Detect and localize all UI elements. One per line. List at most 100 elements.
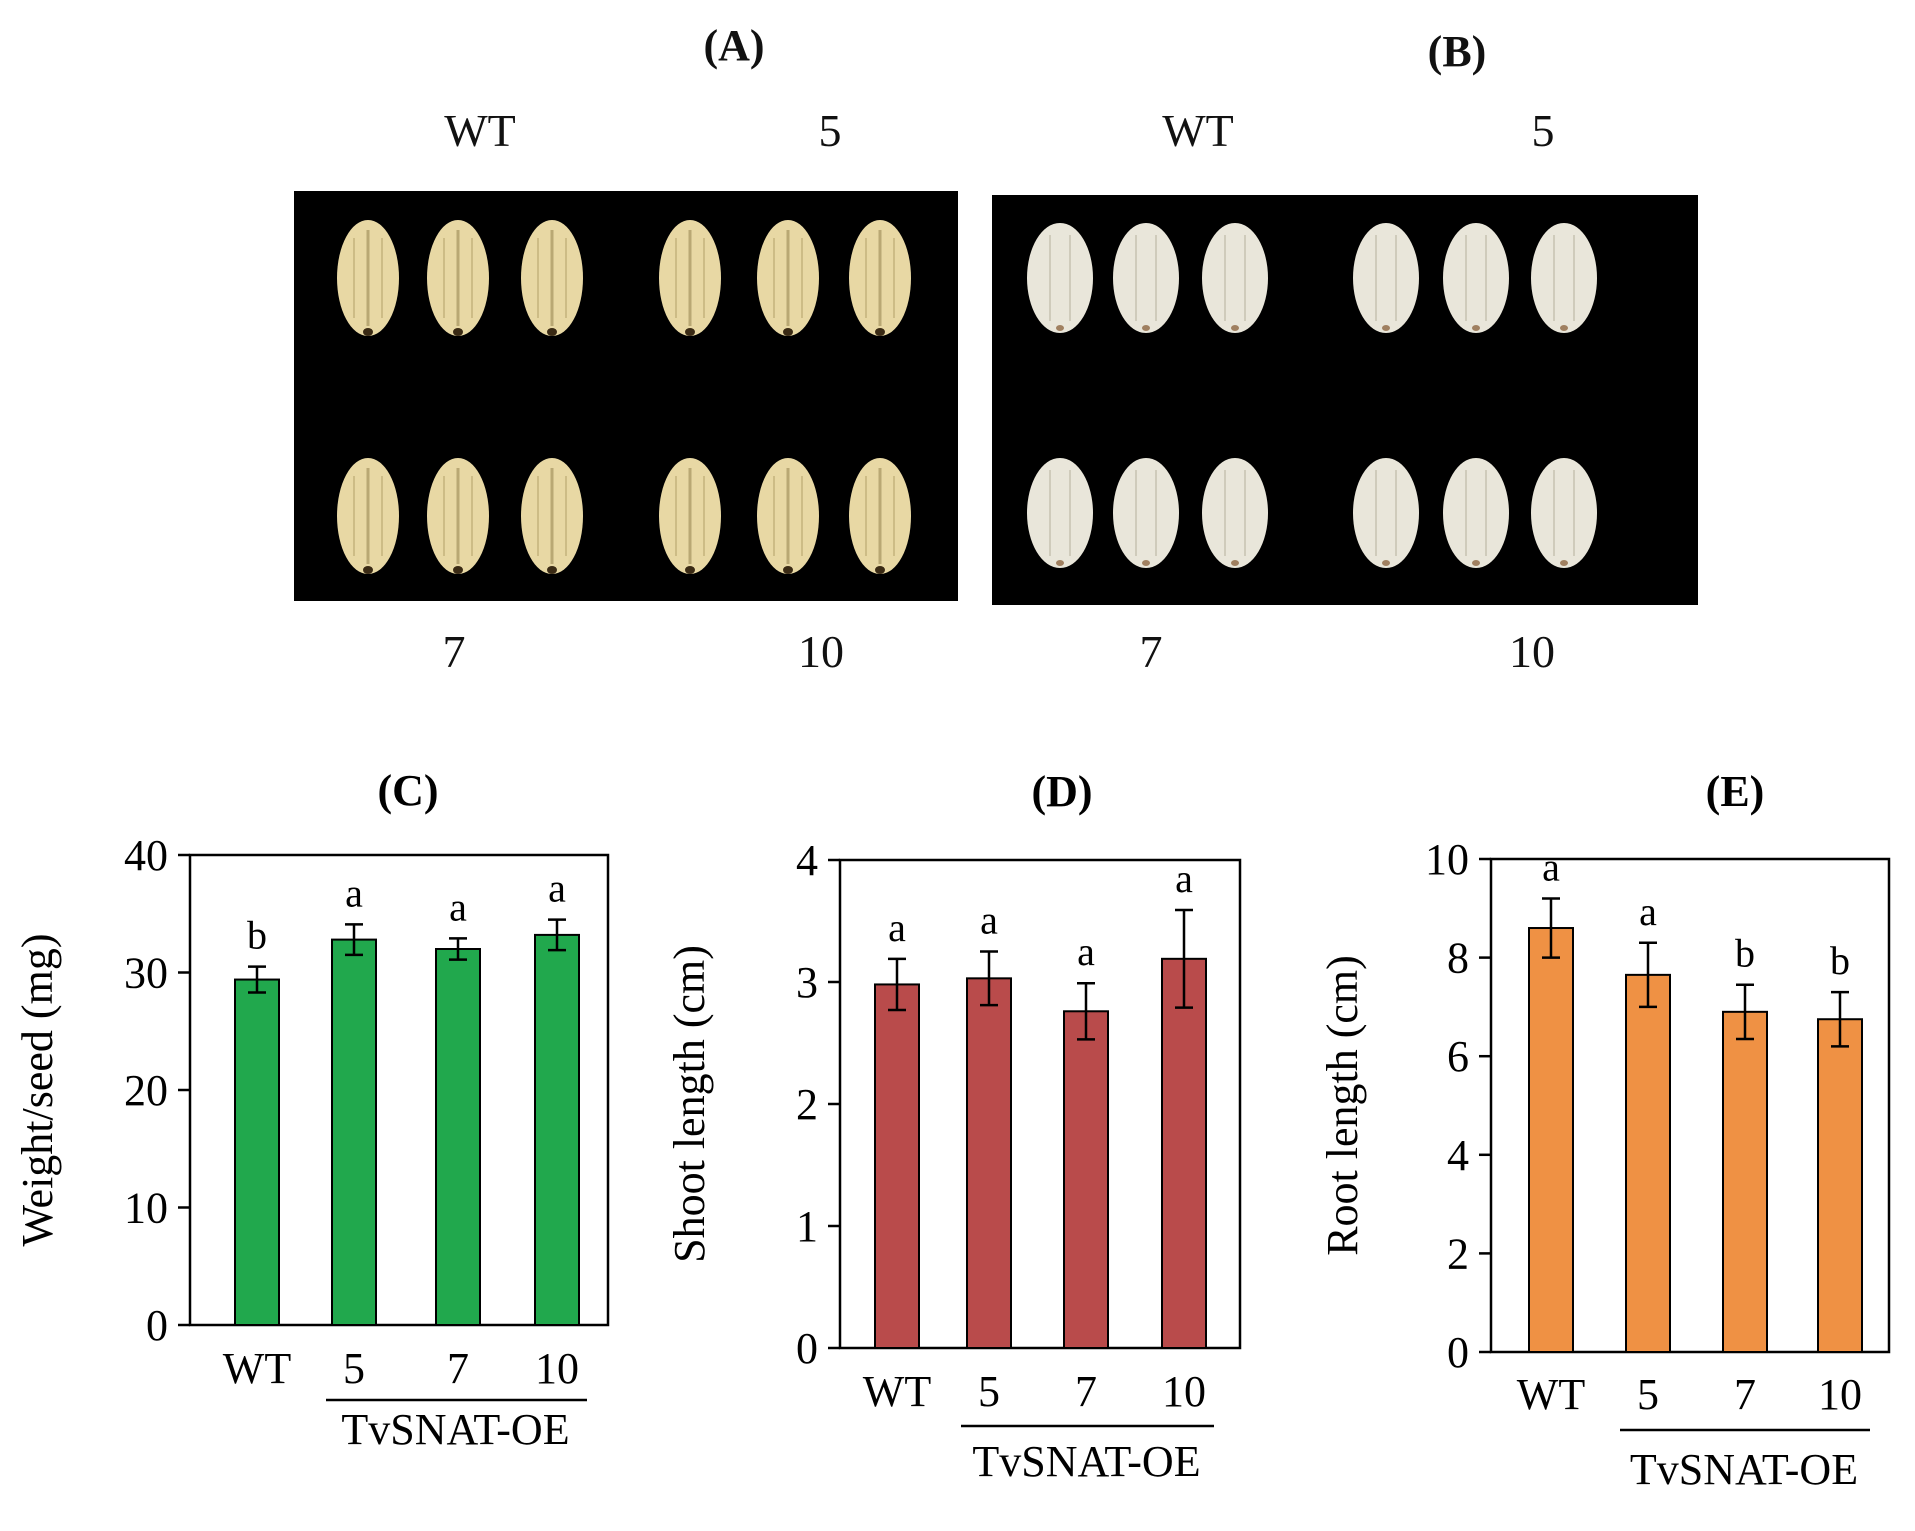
bar xyxy=(1722,1010,1768,1354)
significance-label: a xyxy=(1639,889,1657,934)
seed-body xyxy=(1202,458,1268,568)
seed xyxy=(1027,223,1093,333)
x-category-label: 5 xyxy=(343,1344,365,1393)
bar xyxy=(435,948,481,1326)
bar xyxy=(874,983,920,1349)
x-category-label: 7 xyxy=(1075,1367,1097,1416)
seed-tip xyxy=(685,328,695,336)
chart-panel-letter: (D) xyxy=(1031,767,1092,816)
seed-body xyxy=(1113,223,1179,333)
seed-tip xyxy=(783,328,793,336)
y-tick-label: 20 xyxy=(124,1066,168,1115)
seed-body xyxy=(1113,458,1179,568)
seed-body xyxy=(1353,458,1419,568)
group-label: TvSNAT-OE xyxy=(341,1405,569,1454)
photo-a-label-5: 5 xyxy=(818,105,842,156)
y-axis-label: Root length (cm) xyxy=(1318,955,1367,1256)
x-category-label: 7 xyxy=(1734,1370,1756,1419)
y-tick-label: 6 xyxy=(1447,1032,1469,1081)
seed-tip xyxy=(1231,325,1239,331)
seed-tip xyxy=(363,328,373,336)
seed-tip xyxy=(1382,325,1390,331)
group-label: TvSNAT-OE xyxy=(972,1437,1200,1486)
y-tick-label: 10 xyxy=(124,1184,168,1233)
x-category-label: WT xyxy=(223,1344,292,1393)
bar xyxy=(1625,973,1671,1353)
seed-tip xyxy=(875,328,885,336)
seed xyxy=(1353,223,1419,333)
bar xyxy=(966,977,1012,1350)
seed xyxy=(521,458,583,574)
seed xyxy=(1531,223,1597,333)
seed-tip xyxy=(1231,560,1239,566)
seed xyxy=(1202,223,1268,333)
chart-c: (C) 0 10 20 30 40 Weight/seed (mg) b WT a 5 a 7 a 10 Tv… xyxy=(13,766,610,1454)
seed xyxy=(757,458,819,574)
significance-label: a xyxy=(345,870,363,915)
seed-tip xyxy=(685,566,695,574)
seed-body xyxy=(1027,223,1093,333)
seed-tip xyxy=(363,566,373,574)
photo-b-dehulled-seeds xyxy=(992,195,1698,605)
seed-grid-a xyxy=(337,220,911,574)
photo-a-label-7: 7 xyxy=(442,626,466,677)
bar xyxy=(331,938,377,1326)
y-axis-label: Shoot length (cm) xyxy=(665,945,714,1263)
seed xyxy=(337,220,399,336)
seed xyxy=(849,458,911,574)
y-tick-label: 8 xyxy=(1447,934,1469,983)
x-category-label: 7 xyxy=(447,1344,469,1393)
significance-label: a xyxy=(1077,929,1095,974)
seed-tip xyxy=(875,566,885,574)
chart-e: (E) 0 2 4 6 8 10 Root length (cm) a WT a 5 b 7 b 10 TvSN… xyxy=(1318,767,1891,1494)
seed xyxy=(1531,458,1597,568)
x-category-label: 5 xyxy=(1637,1370,1659,1419)
seed xyxy=(1027,458,1093,568)
y-axis-label: Weight/seed (mg) xyxy=(13,934,62,1247)
bar xyxy=(1063,1010,1109,1350)
seed-tip xyxy=(1056,325,1064,331)
seed xyxy=(337,458,399,574)
significance-label: a xyxy=(980,898,998,943)
x-category-label: WT xyxy=(1517,1370,1586,1419)
seed-tip xyxy=(1472,325,1480,331)
seed-body xyxy=(1531,223,1597,333)
bar xyxy=(1528,927,1574,1354)
seed xyxy=(521,220,583,336)
x-category-label: 10 xyxy=(535,1344,579,1393)
seed xyxy=(1113,223,1179,333)
seed-body xyxy=(1443,223,1509,333)
seed-tip xyxy=(1560,560,1568,566)
seed xyxy=(1202,458,1268,568)
y-tick-label: 0 xyxy=(796,1324,818,1373)
chart-panel-letter: (E) xyxy=(1706,767,1765,816)
significance-label: b xyxy=(1735,931,1755,976)
photo-a-label-wt: WT xyxy=(444,105,516,156)
x-category-label: 10 xyxy=(1818,1370,1862,1419)
photo-a-label-10: 10 xyxy=(798,626,844,677)
significance-label: b xyxy=(1830,938,1850,983)
seed xyxy=(659,458,721,574)
seed-body xyxy=(1443,458,1509,568)
y-tick-label: 2 xyxy=(796,1080,818,1129)
panel-a-letter: (A) xyxy=(703,21,765,70)
bar xyxy=(534,933,580,1327)
seed xyxy=(427,458,489,574)
seed xyxy=(1443,223,1509,333)
panel-b-letter: (B) xyxy=(1427,27,1487,76)
photo-b-label-10: 10 xyxy=(1509,626,1555,677)
y-tick-label: 30 xyxy=(124,949,168,998)
x-category-label: 5 xyxy=(978,1367,1000,1416)
photo-b-label-7: 7 xyxy=(1139,626,1163,677)
y-tick-label: 0 xyxy=(1447,1328,1469,1377)
seed-tip xyxy=(1142,560,1150,566)
chart-panel-letter: (C) xyxy=(377,766,438,815)
y-tick-label: 0 xyxy=(146,1301,168,1350)
significance-label: a xyxy=(1175,856,1193,901)
seed-tip xyxy=(453,328,463,336)
y-tick-label: 1 xyxy=(796,1202,818,1251)
seed-body xyxy=(1531,458,1597,568)
seed xyxy=(1353,458,1419,568)
y-tick-label: 40 xyxy=(124,831,168,880)
photo-b-label-5: 5 xyxy=(1531,105,1555,156)
